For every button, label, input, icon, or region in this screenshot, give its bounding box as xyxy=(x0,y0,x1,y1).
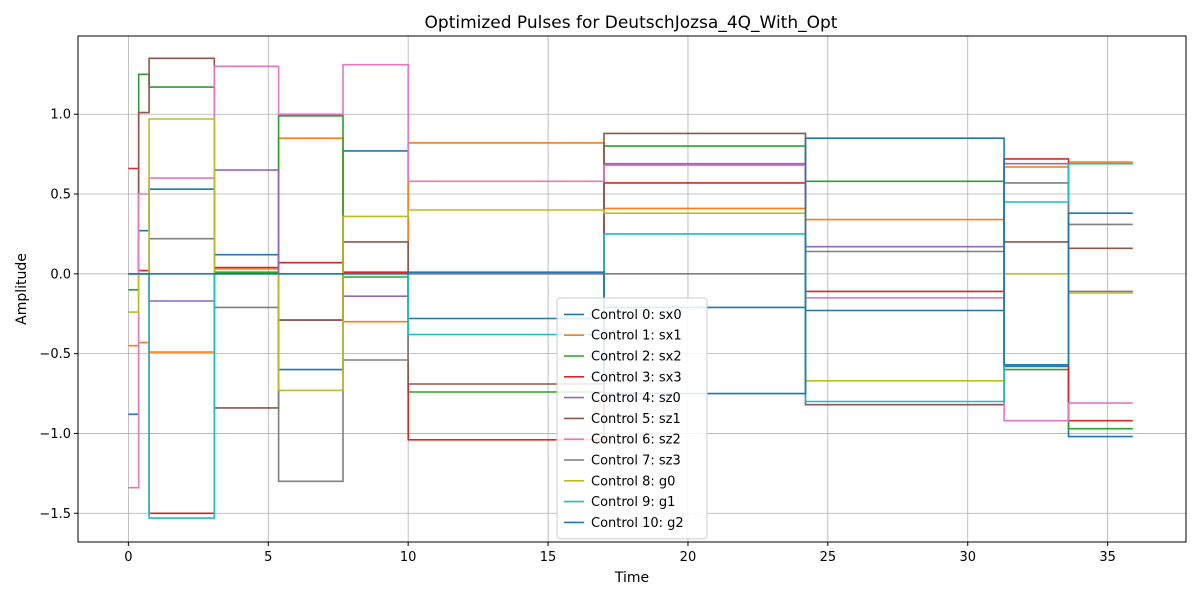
y-tick-label: 0.5 xyxy=(50,188,71,203)
legend-label: Control 9: g1 xyxy=(591,495,675,510)
legend-label: Control 2: sx2 xyxy=(591,350,682,365)
legend-label: Control 0: sx0 xyxy=(591,308,682,323)
legend: Control 0: sx0 Control 1: sx1 Control 2: s… xyxy=(556,297,708,540)
series-line-10 xyxy=(128,137,1133,395)
chart-title: Optimized Pulses for DeutschJozsa_4Q_Wit… xyxy=(425,13,838,33)
x-tick-label: 35 xyxy=(1099,550,1116,565)
legend-label: Control 6: sz2 xyxy=(591,433,681,448)
x-tick-label: 0 xyxy=(124,550,132,565)
legend-box xyxy=(556,297,708,540)
legend-label: Control 4: sz0 xyxy=(591,391,681,406)
y-tick-label: 0.0 xyxy=(50,267,71,282)
y-tick-label: −1.5 xyxy=(39,507,71,522)
legend-label: Control 5: sz1 xyxy=(591,412,681,427)
legend-label: Control 7: sz3 xyxy=(591,454,681,469)
y-tick-label: −0.5 xyxy=(39,347,71,362)
y-tick-label: 1.0 xyxy=(50,108,71,123)
x-tick-label: 5 xyxy=(264,550,272,565)
y-axis-label: Amplitude xyxy=(14,253,30,325)
legend-label: Control 8: g0 xyxy=(591,474,675,489)
x-tick-label: 15 xyxy=(540,550,557,565)
x-axis-label: Time xyxy=(614,570,649,586)
legend-label: Control 10: g2 xyxy=(591,516,684,531)
axis-ticks: 0 5 10 15 20 25 30 35 −1.5 −1.0 −0.5 0.0 0.5 1.0 xyxy=(39,108,1116,565)
legend-label: Control 1: sx1 xyxy=(591,329,682,344)
y-tick-label: −1.0 xyxy=(39,427,71,442)
plot-frame xyxy=(77,35,1187,543)
x-tick-label: 10 xyxy=(400,550,417,565)
x-tick-label: 20 xyxy=(680,550,697,565)
series-lines xyxy=(128,57,1133,519)
x-tick-label: 25 xyxy=(820,550,837,565)
legend-label: Control 3: sx3 xyxy=(591,370,682,385)
x-tick-label: 30 xyxy=(959,550,976,565)
